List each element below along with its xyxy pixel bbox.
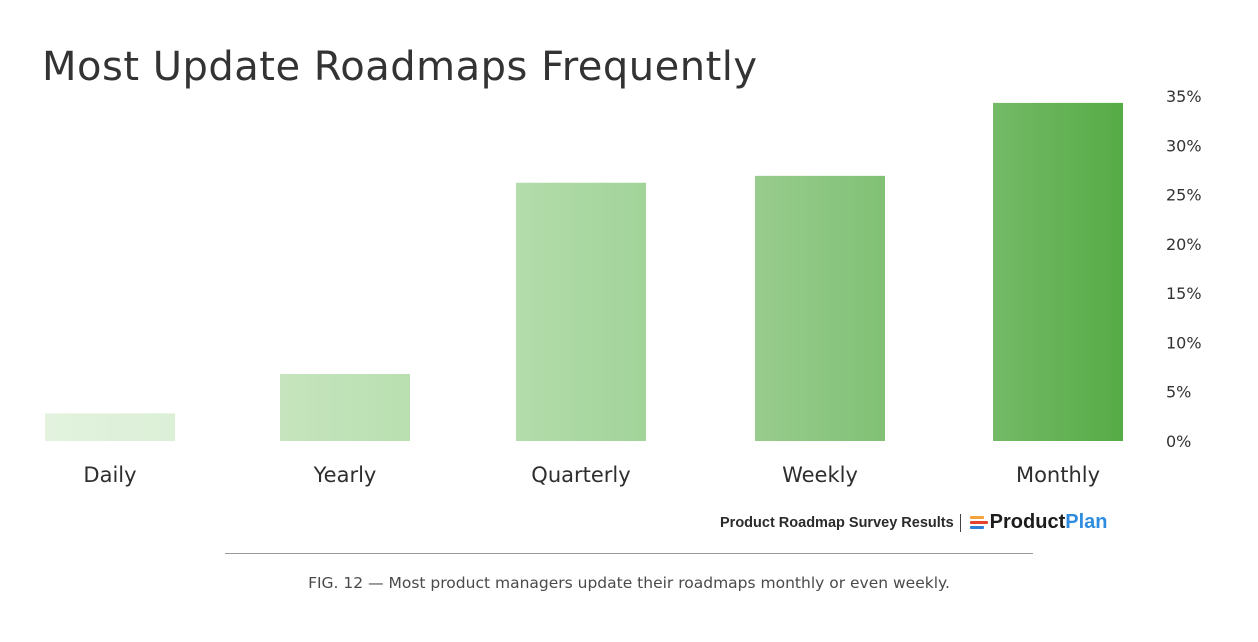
- y-tick-30: 30%: [1166, 136, 1202, 155]
- y-tick-0: 0%: [1166, 432, 1191, 451]
- y-tick-15: 15%: [1166, 284, 1202, 303]
- y-axis-ticks: 0% 5% 10% 15% 20% 25% 30% 35%: [1166, 87, 1202, 451]
- productplan-logo: Product Plan: [969, 511, 1108, 534]
- bar-daily: [45, 413, 175, 441]
- chart-title: Most Update Roadmaps Frequently: [42, 44, 758, 90]
- x-label-yearly: Yearly: [313, 463, 377, 487]
- x-label-monthly: Monthly: [1016, 463, 1100, 487]
- x-axis-labels: Daily Yearly Quarterly Weekly Monthly: [83, 463, 1100, 487]
- y-tick-20: 20%: [1166, 235, 1202, 254]
- y-tick-25: 25%: [1166, 186, 1202, 205]
- logo-text-product: Product: [989, 511, 1066, 533]
- x-label-weekly: Weekly: [782, 463, 858, 487]
- x-label-quarterly: Quarterly: [531, 463, 630, 487]
- bar-weekly: [755, 175, 885, 442]
- bar-yearly: [280, 373, 410, 441]
- bar-quarterly: [516, 182, 646, 441]
- figure-caption: FIG. 12 — Most product managers update t…: [308, 574, 950, 592]
- logo-text-plan: Plan: [1065, 511, 1108, 533]
- source-text: Product Roadmap Survey Results: [720, 514, 954, 531]
- y-tick-35: 35%: [1166, 87, 1202, 106]
- bar-monthly: [993, 102, 1123, 442]
- productplan-logo-icon: [969, 516, 988, 529]
- y-tick-5: 5%: [1166, 383, 1191, 402]
- caption-divider: [225, 553, 1033, 554]
- source-attribution: Product Roadmap Survey Results Product Pl…: [720, 511, 1107, 534]
- y-tick-10: 10%: [1166, 333, 1202, 352]
- x-label-daily: Daily: [83, 463, 136, 487]
- bars-layer: [45, 102, 1123, 442]
- source-separator: [959, 513, 961, 532]
